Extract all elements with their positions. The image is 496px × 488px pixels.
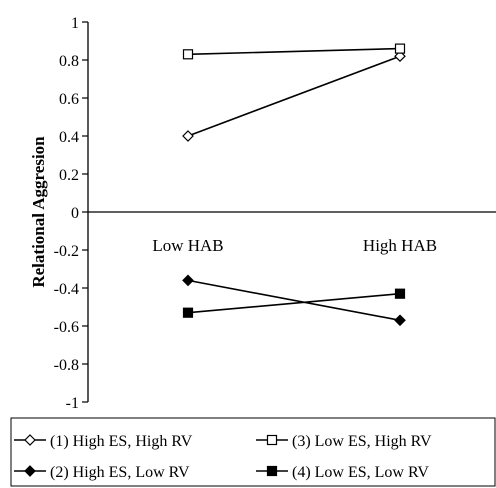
y-axis-label: Relational Aggresion (29, 136, 48, 288)
legend-label: (1) High ES, High RV (50, 433, 193, 450)
data-point (394, 314, 406, 327)
legend-item: (3) Low ES, High RV (256, 433, 432, 450)
legend-item: (4) Low ES, Low RV (256, 464, 429, 481)
legend-label: (2) High ES, Low RV (50, 464, 190, 481)
series-line (187, 55, 401, 137)
series-1 (182, 50, 406, 142)
legend-box (10, 417, 496, 487)
data-point (182, 307, 194, 318)
legend-label: (4) Low ES, Low RV (292, 464, 429, 481)
data-point (394, 50, 406, 63)
legend-item: (1) High ES, High RV (14, 433, 193, 450)
y-tick-label: 0 (71, 205, 79, 222)
category-label: High HAB (363, 236, 437, 255)
legend-label: (3) Low ES, High RV (292, 433, 432, 450)
y-tick-label: -0.4 (54, 281, 79, 298)
y-tick-label: -0.2 (54, 243, 79, 260)
y-tick-label: 0.2 (59, 167, 79, 184)
legend-marker (266, 465, 278, 477)
y-tick-label: 0.6 (59, 91, 79, 108)
category-labels: Low HAB High HAB (152, 236, 437, 255)
data-point (182, 130, 194, 142)
series-4 (182, 288, 406, 318)
data-point (394, 43, 406, 54)
axes (82, 21, 496, 403)
legend-marker (24, 465, 36, 477)
y-tick-label: 0.8 (59, 53, 79, 70)
data-point (182, 49, 194, 60)
y-tick-label: -0.8 (54, 357, 79, 374)
legend-marker (24, 434, 36, 446)
legend-item: (2) High ES, Low RV (14, 464, 190, 481)
legend-marker (266, 434, 278, 446)
y-tick-label: -1 (66, 395, 79, 412)
legend: (1) High ES, High RV (3) Low ES, High RV (… (10, 417, 496, 487)
series-line (187, 292, 401, 314)
series-2 (182, 274, 406, 327)
y-tick-labels: 1 0.8 0.6 0.4 0.2 0 -0.2 -0.4 -0.6 -0.8 -1 (54, 15, 79, 412)
series-3 (182, 43, 406, 60)
y-tick-label: 1 (71, 15, 79, 32)
series-line (187, 279, 401, 322)
y-tick-label: -0.6 (54, 319, 79, 336)
series-line (187, 47, 401, 56)
data-point (394, 288, 406, 299)
series-lines (182, 43, 406, 327)
data-point (182, 274, 194, 287)
y-tick-label: 0.4 (59, 129, 79, 146)
category-label: Low HAB (152, 236, 223, 255)
